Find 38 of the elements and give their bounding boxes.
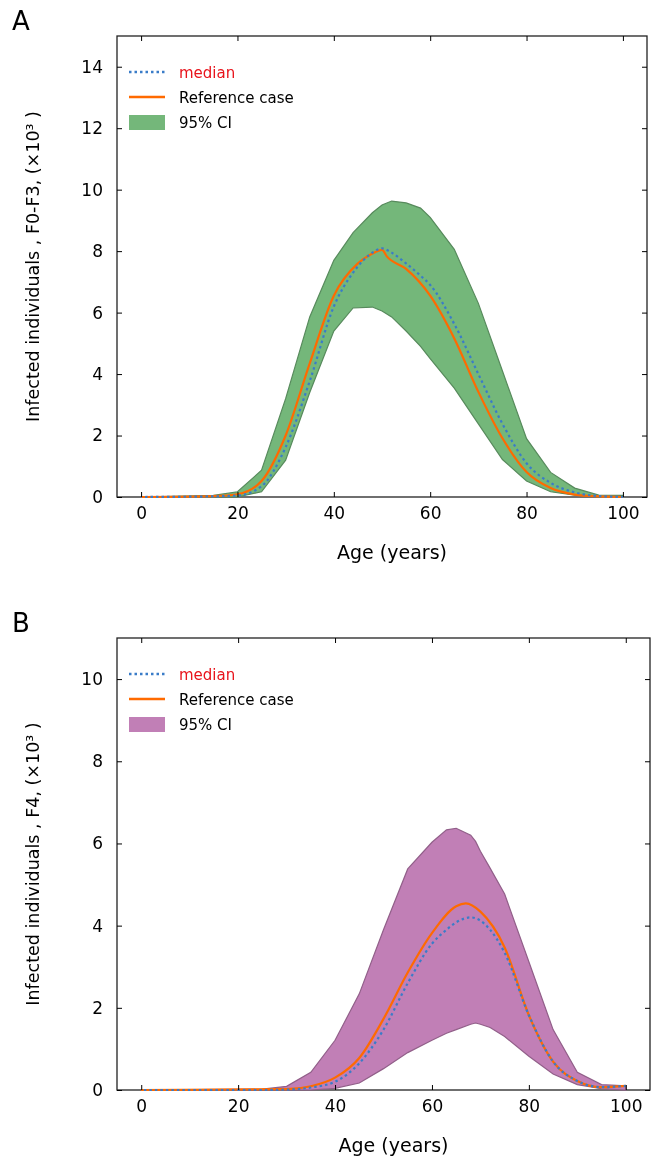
x-tick-label: 0	[136, 503, 147, 524]
x-tick-label: 40	[324, 1096, 347, 1117]
x-tick-label: 20	[227, 503, 249, 524]
y-tick-label: 2	[92, 425, 103, 446]
y-tick-label: 4	[92, 364, 103, 385]
legend-label: median	[179, 666, 236, 684]
x-tick-label: 60	[421, 1096, 444, 1117]
x-tick-label: 80	[516, 503, 538, 524]
legend-label: Reference case	[179, 691, 294, 709]
y-tick-label: 8	[92, 751, 103, 772]
x-tick-label: 40	[323, 503, 346, 524]
chart-title: A	[12, 6, 30, 36]
x-axis-title: Age (years)	[337, 541, 447, 563]
y-axis-title: Infected individuals , F4, (×10³ )	[23, 722, 43, 1006]
x-tick-label: 100	[610, 1096, 643, 1117]
x-tick-label: 20	[227, 1096, 250, 1117]
y-tick-label: 2	[92, 997, 103, 1018]
y-tick-label: 8	[92, 241, 103, 262]
y-tick-label: 6	[92, 302, 103, 323]
legend-label: 95% CI	[179, 716, 233, 734]
x-axis-title: Age (years)	[338, 1134, 449, 1156]
y-tick-label: 10	[81, 179, 103, 200]
y-tick-label: 0	[92, 486, 103, 507]
y-tick-label: 6	[92, 833, 103, 854]
chart-title: B	[12, 608, 30, 638]
y-axis-title: Infected individuals , F0-F3, (×10³ )	[23, 111, 43, 422]
y-tick-label: 14	[81, 56, 103, 77]
x-tick-label: 100	[607, 503, 640, 524]
legend-label: median	[179, 64, 236, 82]
x-tick-label: 80	[518, 1096, 541, 1117]
x-tick-label: 60	[419, 503, 442, 524]
x-tick-label: 0	[136, 1096, 148, 1117]
y-tick-label: 4	[92, 915, 103, 936]
y-tick-label: 10	[81, 669, 103, 690]
y-tick-label: 0	[92, 1079, 103, 1100]
legend-label: Reference case	[179, 89, 294, 107]
y-tick-label: 12	[81, 118, 103, 139]
legend-label: 95% CI	[179, 114, 233, 132]
